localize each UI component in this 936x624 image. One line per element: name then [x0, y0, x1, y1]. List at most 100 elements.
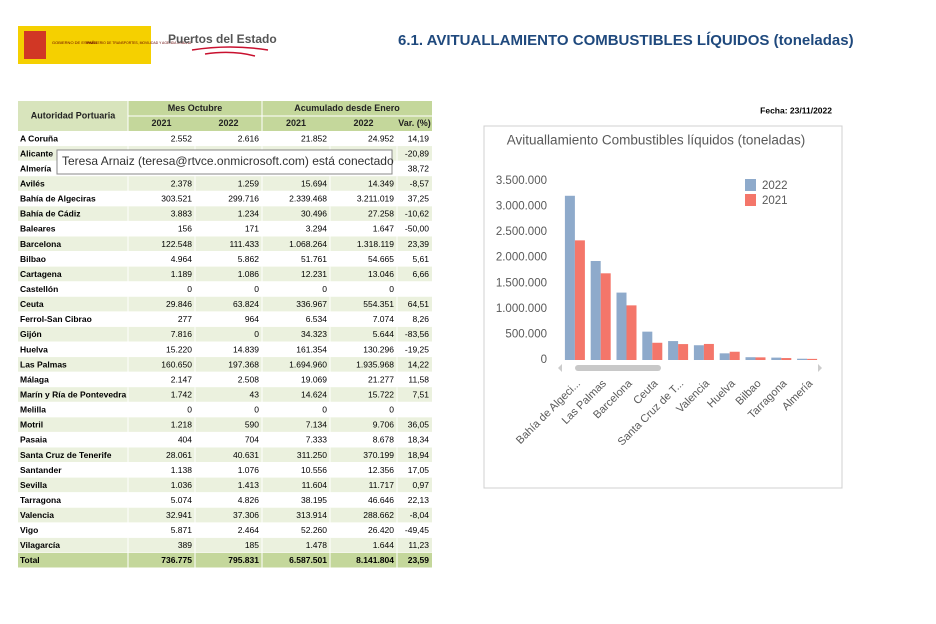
cell-value: 161.354 — [296, 344, 327, 354]
bar — [703, 343, 714, 360]
cell-value: 18,94 — [408, 450, 430, 460]
row-bg — [18, 296, 432, 312]
scrollbar[interactable] — [575, 365, 661, 371]
chart-frame — [483, 125, 843, 489]
cell-value: 795.831 — [228, 555, 259, 565]
cell-value: 1.259 — [238, 178, 260, 188]
cell-value: 5.871 — [171, 525, 193, 535]
row-bg — [18, 462, 432, 478]
cell-value: 0 — [322, 284, 327, 294]
cell-value: 1.076 — [238, 465, 260, 475]
cell-value: 26.420 — [368, 525, 394, 535]
y-tick-label: 3.000.000 — [496, 201, 547, 213]
cell-value: 18,34 — [408, 435, 430, 445]
cell-value: 23,59 — [408, 555, 430, 565]
cell-value: 1.318.119 — [357, 239, 394, 249]
cell-value: 0 — [322, 405, 327, 415]
subheader: 2021 — [151, 118, 171, 128]
cell-value: 7.074 — [373, 314, 395, 324]
bar — [642, 331, 653, 360]
port-name: Gijón — [20, 329, 42, 339]
y-tick-label: 3.500.000 — [496, 175, 547, 187]
cell-value: -83,56 — [405, 329, 429, 339]
port-name: Huelva — [20, 344, 48, 354]
date: Fecha: 23/11/2022 — [760, 105, 832, 115]
cell-value: 303.521 — [161, 194, 192, 204]
chart: Avituallamiento Combustibles líquidos (t… — [483, 125, 843, 489]
bar — [574, 240, 585, 360]
cell-value: 1.068.264 — [289, 239, 327, 249]
row-bg — [18, 251, 432, 267]
brand-mark — [191, 46, 269, 57]
cell-value: 27.258 — [368, 209, 394, 219]
cell-value: 11.604 — [302, 480, 328, 490]
header-month: Mes Octubre — [168, 103, 223, 113]
port-name: Castellón — [20, 284, 58, 294]
cell-value: 14.839 — [233, 344, 259, 354]
row-bg — [18, 206, 432, 222]
cell-value: 1.413 — [238, 480, 260, 490]
cell-value: 3.294 — [306, 224, 328, 234]
cell-value: 15.722 — [368, 389, 394, 399]
cell-value: 1.478 — [306, 540, 328, 550]
cell-value: 1.218 — [171, 420, 193, 430]
cell-value: 11,23 — [408, 540, 429, 550]
cell-value: 36,05 — [408, 420, 430, 430]
cell-value: 4.826 — [238, 495, 260, 505]
legend-swatch — [745, 194, 756, 206]
cell-value: 2.147 — [171, 374, 193, 384]
cell-value: 0,97 — [412, 480, 429, 490]
cell-value: 28.061 — [166, 450, 192, 460]
legend-label: 2022 — [762, 180, 788, 192]
port-name: Bahía de Algeciras — [20, 194, 96, 204]
row-bg — [18, 417, 432, 433]
cell-value: 0 — [187, 284, 192, 294]
cell-value: 0 — [254, 284, 259, 294]
cell-value: 171 — [245, 224, 259, 234]
coat-of-arms — [24, 31, 46, 59]
cell-value: 288.662 — [363, 510, 394, 520]
tooltip-box — [56, 149, 393, 175]
bar — [600, 273, 611, 360]
cell-value: 1.742 — [171, 389, 193, 399]
port-name: Almería — [20, 163, 51, 173]
port-name: Total — [20, 555, 40, 565]
bar — [693, 345, 704, 360]
cell-value: -20,89 — [405, 148, 429, 158]
bar — [771, 357, 782, 360]
cell-value: 1.234 — [238, 209, 260, 219]
port-name: Pasaia — [20, 435, 47, 445]
bar — [807, 358, 818, 360]
subheader: 2021 — [286, 118, 306, 128]
bar — [719, 353, 730, 360]
page-title: 6.1. AVITUALLAMIENTO COMBUSTIBLES LÍQUID… — [398, 32, 854, 49]
bar — [616, 292, 627, 360]
cell-value: 34.323 — [301, 329, 327, 339]
port-name: Melilla — [20, 405, 46, 415]
cell-value: 964 — [245, 314, 259, 324]
cell-value: -49,45 — [405, 525, 429, 535]
cell-value: 10.556 — [301, 465, 327, 475]
row-bg — [18, 492, 432, 508]
cell-value: 122.548 — [161, 239, 192, 249]
port-name: Las Palmas — [20, 359, 67, 369]
cell-value: 3.883 — [171, 209, 193, 219]
legend-label: 2021 — [762, 195, 788, 207]
row-bg — [18, 221, 432, 237]
bar — [781, 358, 792, 360]
bar — [626, 305, 637, 360]
port-name: A Coruña — [20, 133, 58, 143]
port-name: Alicante — [20, 148, 53, 158]
cell-value: -8,04 — [410, 510, 430, 520]
cell-value: 6,66 — [412, 269, 429, 279]
port-name: Málaga — [20, 374, 49, 384]
y-tick-label: 1.000.000 — [496, 303, 547, 315]
row-bg — [18, 522, 432, 538]
row-bg — [18, 176, 432, 192]
cell-value: -19,25 — [405, 344, 429, 354]
cell-value: 5.862 — [238, 254, 260, 264]
cell-value: 13.046 — [368, 269, 394, 279]
cell-value: 1.647 — [373, 224, 395, 234]
cell-value: 63.824 — [233, 299, 259, 309]
cell-value: 40.631 — [233, 450, 259, 460]
